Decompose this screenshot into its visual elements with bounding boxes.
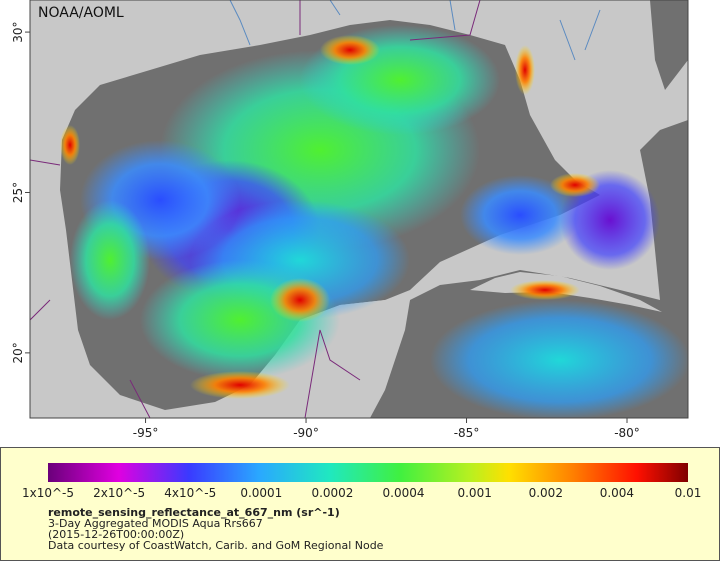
- label-bg: [32, 2, 122, 22]
- map-frame: [29, 0, 689, 419]
- variable-name: remote_sensing_reflectance_at_667_nm (sr…: [48, 506, 340, 519]
- credit: Data courtesy of CoastWatch, Carib. and …: [48, 539, 384, 552]
- colorbar-tick-label: 0.01: [675, 486, 702, 500]
- y-tick-label: 25°: [11, 182, 25, 203]
- river: [229, 0, 601, 61]
- coastal-turbidity: [550, 173, 600, 197]
- colorbar-tick-label: 0.0002: [311, 486, 353, 500]
- data-swath: [430, 300, 688, 418]
- axis-ticks: -95° -90° -85° -80° 30° 25° 20°: [11, 21, 640, 440]
- colorbar-tick-label: 0.002: [529, 486, 563, 500]
- x-tick-label: -90°: [293, 426, 319, 440]
- coastal-turbidity: [515, 45, 535, 95]
- date: (2015-12-26T00:00:00Z): [48, 528, 184, 541]
- y-tick-label: 30°: [11, 21, 25, 42]
- coastal-turbidity: [510, 280, 580, 300]
- x-tick-label: -80°: [614, 426, 640, 440]
- x-tick-label: -95°: [133, 426, 159, 440]
- data-swath: [70, 200, 150, 320]
- colorbar-ticks: 1x10^-5 2x10^-5 4x10^-5 0.0001 0.0002 0.0004 0…: [22, 486, 701, 500]
- coastal-turbidity: [320, 35, 380, 65]
- y-tick-label: 20°: [11, 342, 25, 363]
- product-name: 3-Day Aggregated MODIS Aqua Rrs667: [48, 517, 263, 530]
- colorbar-tick-label: 2x10^-5: [93, 486, 145, 500]
- map-area: [30, 0, 688, 418]
- source-label: NOAA/AOML: [38, 5, 124, 21]
- atlantic-water: [640, 120, 688, 300]
- data-swath: [460, 175, 580, 255]
- colorbar-tick-label: 0.0004: [383, 486, 425, 500]
- colorbar-tick-label: 4x10^-5: [164, 486, 216, 500]
- colorbar: [48, 463, 688, 482]
- coastal-turbidity: [270, 278, 330, 322]
- x-tick-label: -85°: [454, 426, 480, 440]
- border: [30, 0, 481, 418]
- coastal-turbidity: [190, 371, 290, 399]
- colorbar-tick-label: 0.0001: [240, 486, 282, 500]
- colorbar-tick-label: 0.001: [457, 486, 491, 500]
- atlantic-north: [650, 0, 688, 90]
- coastal-turbidity: [60, 125, 80, 165]
- colorbar-tick-label: 1x10^-5: [22, 486, 74, 500]
- colorbar-tick-label: 0.004: [600, 486, 634, 500]
